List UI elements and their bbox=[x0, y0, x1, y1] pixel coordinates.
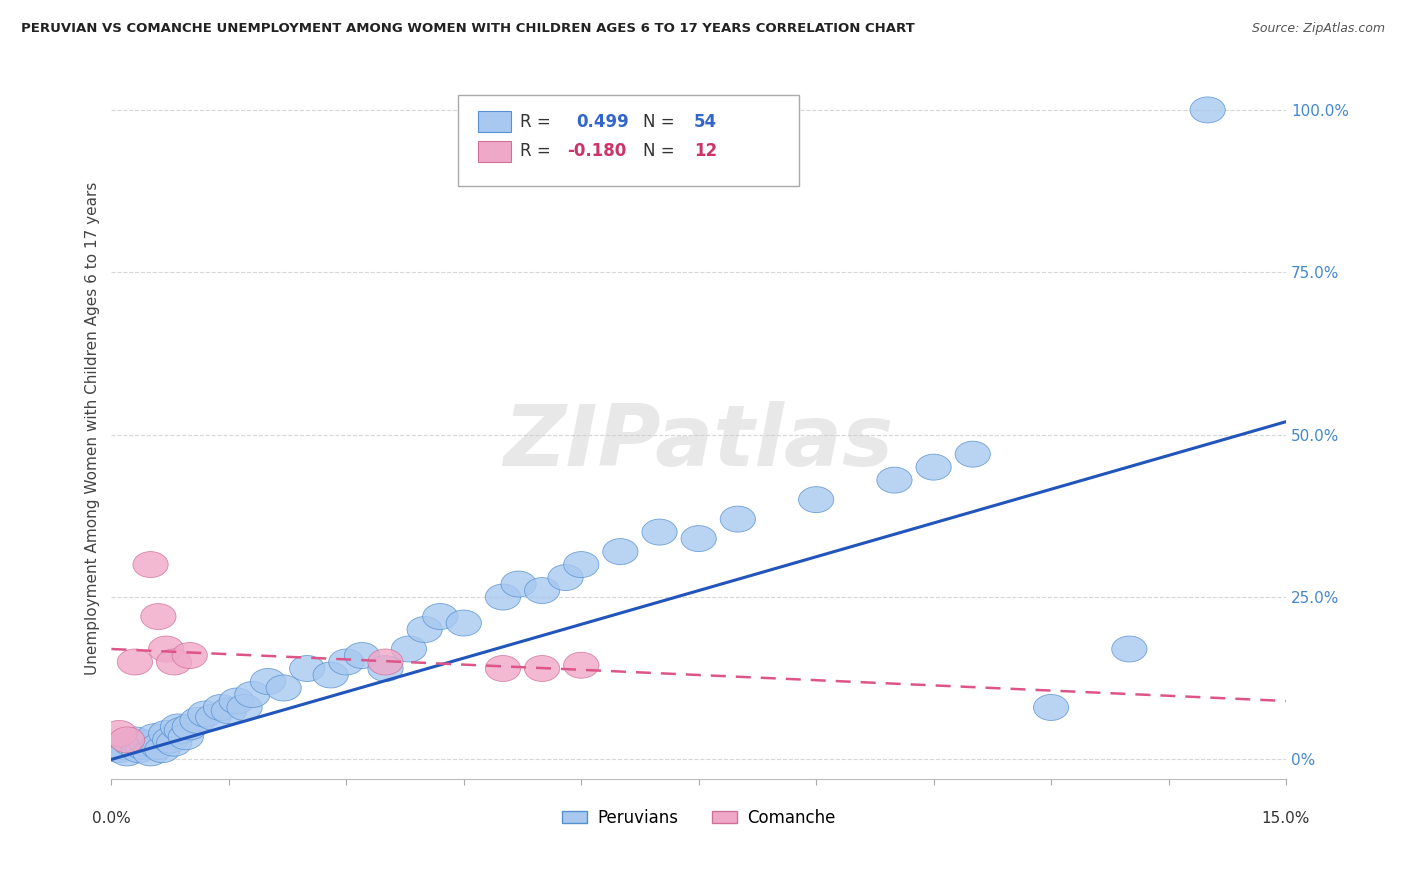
Ellipse shape bbox=[548, 565, 583, 591]
Ellipse shape bbox=[391, 636, 426, 662]
Ellipse shape bbox=[129, 731, 165, 756]
Ellipse shape bbox=[915, 454, 952, 480]
Ellipse shape bbox=[799, 487, 834, 513]
Ellipse shape bbox=[1189, 97, 1225, 123]
Ellipse shape bbox=[149, 721, 184, 747]
Ellipse shape bbox=[219, 688, 254, 714]
Ellipse shape bbox=[1033, 695, 1069, 721]
Ellipse shape bbox=[101, 721, 136, 747]
Ellipse shape bbox=[955, 442, 990, 467]
Ellipse shape bbox=[643, 519, 678, 545]
Ellipse shape bbox=[169, 723, 204, 749]
Ellipse shape bbox=[1112, 636, 1147, 662]
Text: PERUVIAN VS COMANCHE UNEMPLOYMENT AMONG WOMEN WITH CHILDREN AGES 6 TO 17 YEARS C: PERUVIAN VS COMANCHE UNEMPLOYMENT AMONG … bbox=[21, 22, 915, 36]
Ellipse shape bbox=[368, 656, 404, 681]
FancyBboxPatch shape bbox=[478, 141, 510, 161]
Text: -0.180: -0.180 bbox=[567, 142, 627, 160]
FancyBboxPatch shape bbox=[478, 112, 510, 132]
Text: N =: N = bbox=[644, 142, 681, 160]
Ellipse shape bbox=[446, 610, 481, 636]
Ellipse shape bbox=[266, 675, 301, 701]
Ellipse shape bbox=[501, 571, 536, 597]
Ellipse shape bbox=[101, 737, 136, 763]
Ellipse shape bbox=[134, 740, 169, 766]
Ellipse shape bbox=[156, 731, 191, 756]
Text: ZIPatlas: ZIPatlas bbox=[503, 401, 894, 483]
Ellipse shape bbox=[524, 656, 560, 681]
Ellipse shape bbox=[141, 604, 176, 630]
Ellipse shape bbox=[105, 733, 141, 759]
Text: 54: 54 bbox=[695, 112, 717, 130]
Ellipse shape bbox=[204, 695, 239, 721]
Ellipse shape bbox=[235, 681, 270, 707]
Text: N =: N = bbox=[644, 112, 681, 130]
Ellipse shape bbox=[681, 525, 716, 551]
Ellipse shape bbox=[720, 506, 755, 533]
Ellipse shape bbox=[136, 723, 172, 749]
Ellipse shape bbox=[524, 577, 560, 604]
Ellipse shape bbox=[314, 662, 349, 688]
Ellipse shape bbox=[180, 707, 215, 733]
Ellipse shape bbox=[152, 727, 188, 753]
Ellipse shape bbox=[134, 551, 169, 577]
Ellipse shape bbox=[195, 704, 231, 731]
Ellipse shape bbox=[160, 714, 195, 740]
Ellipse shape bbox=[329, 649, 364, 675]
Legend: Peruvians, Comanche: Peruvians, Comanche bbox=[555, 803, 842, 834]
Ellipse shape bbox=[368, 649, 404, 675]
Ellipse shape bbox=[117, 649, 152, 675]
Ellipse shape bbox=[172, 642, 207, 668]
Ellipse shape bbox=[877, 467, 912, 493]
Text: R =: R = bbox=[520, 142, 557, 160]
Ellipse shape bbox=[344, 642, 380, 668]
Text: Source: ZipAtlas.com: Source: ZipAtlas.com bbox=[1251, 22, 1385, 36]
Ellipse shape bbox=[156, 649, 191, 675]
Text: 12: 12 bbox=[695, 142, 717, 160]
Ellipse shape bbox=[145, 737, 180, 763]
Ellipse shape bbox=[211, 698, 246, 723]
Ellipse shape bbox=[188, 701, 224, 727]
Text: 0.0%: 0.0% bbox=[91, 812, 131, 826]
Ellipse shape bbox=[406, 616, 443, 642]
Text: 15.0%: 15.0% bbox=[1261, 812, 1310, 826]
Ellipse shape bbox=[110, 727, 145, 753]
Ellipse shape bbox=[226, 695, 262, 721]
Ellipse shape bbox=[121, 737, 156, 763]
Ellipse shape bbox=[564, 551, 599, 577]
FancyBboxPatch shape bbox=[458, 95, 799, 186]
Ellipse shape bbox=[125, 733, 160, 759]
Ellipse shape bbox=[149, 636, 184, 662]
Ellipse shape bbox=[114, 731, 149, 756]
Ellipse shape bbox=[110, 740, 145, 766]
Ellipse shape bbox=[485, 584, 520, 610]
Ellipse shape bbox=[290, 656, 325, 681]
Ellipse shape bbox=[603, 539, 638, 565]
Text: R =: R = bbox=[520, 112, 557, 130]
Ellipse shape bbox=[172, 714, 207, 740]
Text: 0.499: 0.499 bbox=[576, 112, 630, 130]
Ellipse shape bbox=[141, 733, 176, 759]
Ellipse shape bbox=[117, 727, 152, 753]
Ellipse shape bbox=[485, 656, 520, 681]
Ellipse shape bbox=[165, 717, 200, 743]
Ellipse shape bbox=[250, 668, 285, 695]
Ellipse shape bbox=[564, 652, 599, 678]
Y-axis label: Unemployment Among Women with Children Ages 6 to 17 years: Unemployment Among Women with Children A… bbox=[86, 181, 100, 675]
Ellipse shape bbox=[423, 604, 458, 630]
